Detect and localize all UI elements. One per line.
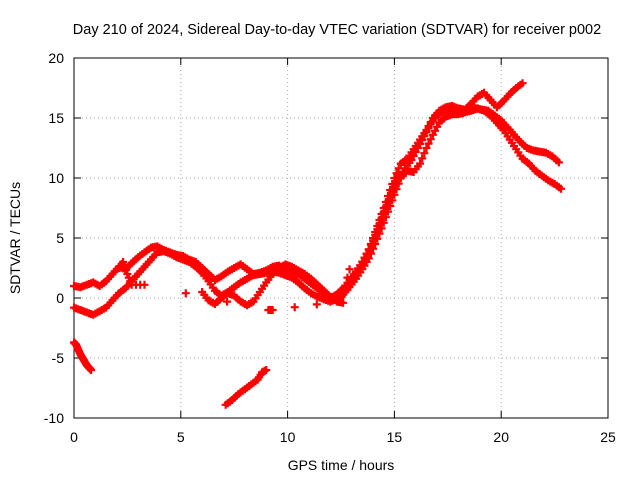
data-point (312, 300, 321, 309)
data-point (290, 303, 299, 312)
data-point (388, 187, 397, 196)
y-tick-label: -5 (52, 350, 65, 366)
data-point (379, 208, 388, 217)
data-point (377, 214, 386, 222)
data-point (390, 182, 399, 191)
x-tick-label: 0 (70, 429, 78, 445)
data-point (422, 144, 431, 152)
x-tick-label: 10 (280, 429, 296, 445)
data-point (223, 297, 232, 306)
data-point (375, 229, 384, 238)
series-arc-5 (70, 338, 96, 374)
x-tick-labels: 0 5 10 15 20 25 (70, 429, 616, 445)
y-tick-label: 10 (48, 170, 64, 186)
x-tick-label: 15 (387, 429, 403, 445)
data-point (120, 262, 129, 270)
data-point (426, 135, 435, 144)
data-point (416, 159, 425, 168)
series-arc-7 (114, 258, 354, 314)
data-point (262, 366, 271, 374)
data-point (181, 289, 190, 298)
data-point (373, 225, 382, 234)
data-point (424, 139, 433, 148)
data-point (364, 245, 373, 254)
data-point (375, 219, 384, 228)
chart-title: Day 210 of 2024, Sidereal Day-to-day VTE… (73, 22, 601, 38)
y-tick-label: 5 (56, 230, 64, 246)
data-point (119, 258, 128, 266)
series-arc-3 (343, 104, 563, 290)
y-axis-label: SDTVAR / TECUs (7, 182, 23, 294)
data-point (339, 290, 348, 299)
x-tick-label: 5 (177, 429, 185, 445)
data-point (420, 149, 429, 158)
x-tick-label: 25 (600, 429, 616, 445)
data-point (121, 266, 130, 274)
data-point (341, 282, 350, 290)
data-point (140, 280, 149, 289)
data-point (362, 249, 371, 258)
data-point (518, 79, 527, 88)
data-point (392, 178, 401, 187)
data-point (383, 197, 392, 206)
data-point (345, 265, 354, 274)
x-tick-label: 20 (493, 429, 509, 445)
y-tick-labels: -10 -5 0 5 10 15 20 (44, 50, 64, 426)
grid-lines (74, 58, 608, 418)
data-point (418, 154, 427, 163)
y-tick-label: 20 (48, 50, 64, 66)
data-point (554, 158, 563, 167)
axis-ticks (73, 57, 609, 419)
data-point (366, 240, 375, 249)
data-point (369, 236, 378, 245)
y-tick-label: 0 (56, 290, 64, 306)
series-arc-6 (221, 366, 271, 409)
y-tick-label: -10 (44, 410, 64, 426)
data-points (70, 79, 566, 409)
data-point (87, 366, 96, 374)
x-axis-label: GPS time / hours (288, 457, 395, 473)
data-point (557, 184, 566, 193)
data-point (381, 202, 390, 211)
data-point (371, 230, 380, 239)
data-point (386, 192, 395, 201)
data-point (392, 169, 401, 178)
y-tick-label: 15 (48, 110, 64, 126)
data-point (268, 306, 277, 314)
data-point (343, 273, 352, 282)
